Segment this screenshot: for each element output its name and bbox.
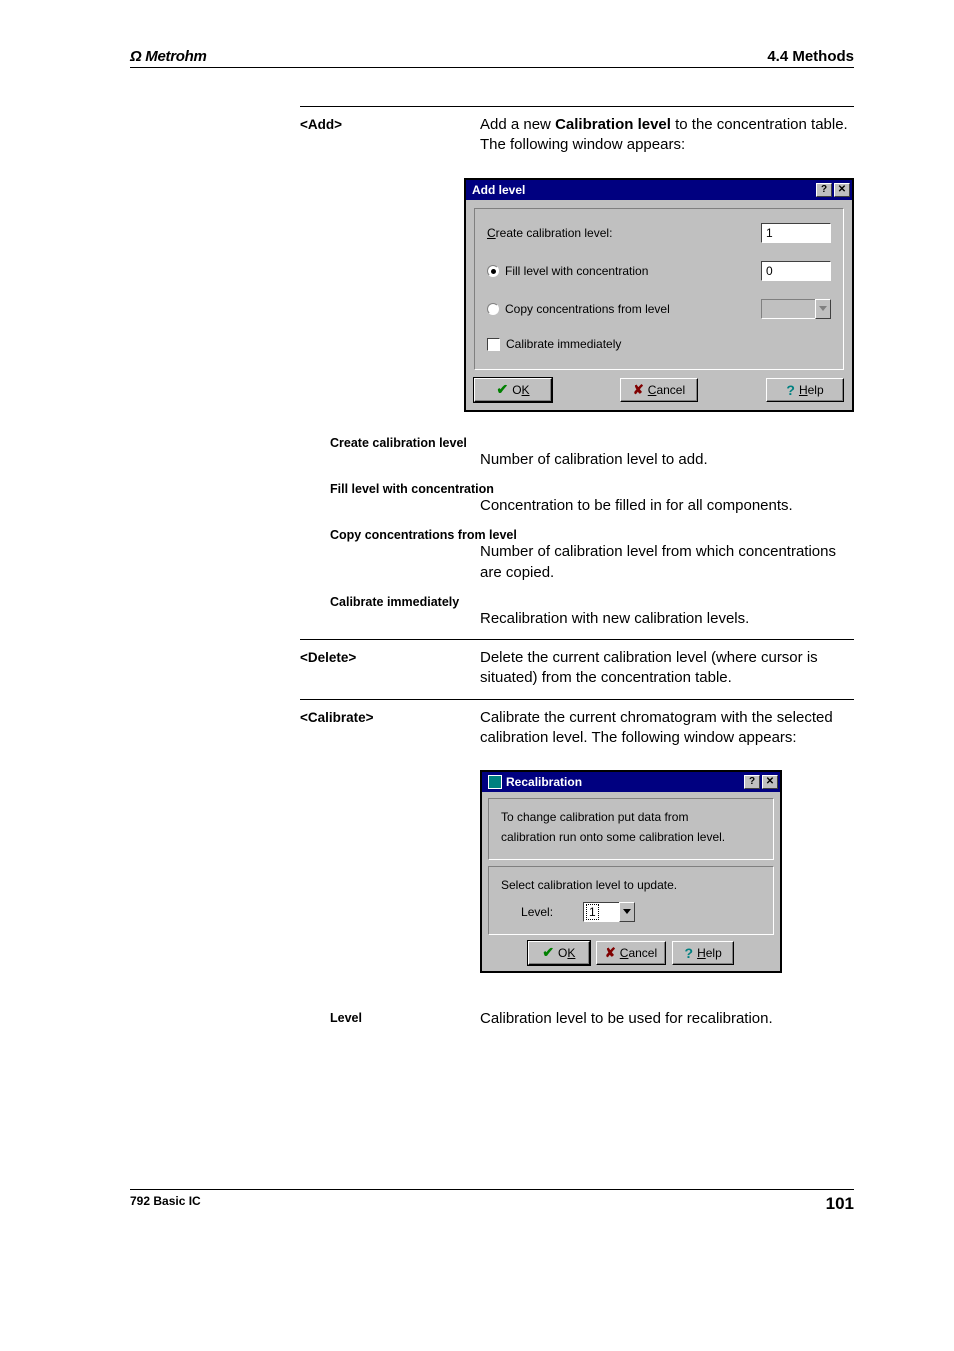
fill-level-radio[interactable]: [487, 265, 499, 277]
calibrate-immediately-label[interactable]: Calibrate immediately: [487, 337, 831, 351]
recalibration-dialog: Recalibration ? ✕ To change calibration …: [480, 770, 782, 973]
copy-from-level-combo: [761, 299, 831, 319]
app-icon: [488, 775, 502, 789]
recalibration-title: Recalibration: [506, 775, 742, 789]
footer-product: 792 Basic IC: [130, 1194, 201, 1214]
term-level: Level: [330, 1009, 480, 1029]
page-number: 101: [826, 1194, 854, 1214]
check-icon: ✔: [542, 944, 554, 961]
question-icon: ?: [685, 945, 694, 961]
term-fill-level: Fill level with concentration: [330, 480, 550, 496]
question-icon: ?: [786, 382, 795, 398]
recal-info-1: To change calibration put data from: [501, 809, 761, 825]
def-add: Add a new Calibration level to the conce…: [480, 115, 854, 156]
x-icon: ✘: [633, 382, 644, 398]
term-calibrate: <Calibrate>: [300, 708, 480, 749]
rule-divider: [300, 639, 854, 640]
ok-button[interactable]: ✔ OK: [528, 941, 590, 965]
copy-conc-radio[interactable]: [487, 303, 499, 315]
term-add: <Add>: [300, 115, 480, 156]
help-titlebar-button[interactable]: ?: [816, 183, 832, 197]
def-copy-conc: Number of calibration level from which c…: [480, 542, 854, 583]
term-delete: <Delete>: [300, 648, 480, 689]
rule-divider: [300, 106, 854, 107]
def-create-level: Number of calibration level to add.: [480, 450, 854, 470]
cancel-button[interactable]: ✘ Cancel: [620, 378, 698, 402]
brand-logo: Ω Metrohm: [130, 48, 207, 65]
term-calib-imm: Calibrate immediately: [330, 593, 510, 609]
level-combo[interactable]: 1: [583, 902, 635, 922]
help-button[interactable]: ? Help: [766, 378, 844, 402]
help-titlebar-button[interactable]: ?: [744, 775, 760, 789]
combo-dropdown-button[interactable]: [619, 902, 635, 922]
def-fill-level: Concentration to be filled in for all co…: [480, 496, 854, 516]
create-level-input[interactable]: 1: [761, 223, 831, 243]
ok-button[interactable]: ✔ OK: [474, 378, 552, 402]
rule-divider: [300, 699, 854, 700]
help-button[interactable]: ? Help: [672, 941, 734, 965]
def-calib-imm: Recalibration with new calibration level…: [480, 609, 854, 629]
def-delete: Delete the current calibration level (wh…: [480, 648, 854, 689]
term-create-level: Create calibration level: [330, 434, 510, 450]
add-level-dialog: Add level ? ✕ Create calibration level: …: [464, 178, 854, 412]
select-level-label: Select calibration level to update.: [501, 877, 761, 893]
x-icon: ✘: [605, 945, 616, 961]
section-reference: 4.4 Methods: [767, 48, 854, 65]
fill-concentration-input[interactable]: 0: [761, 261, 831, 281]
cancel-button[interactable]: ✘ Cancel: [596, 941, 666, 965]
check-icon: ✔: [496, 381, 508, 398]
recalibration-titlebar: Recalibration ? ✕: [482, 772, 780, 792]
combo-dropdown-button[interactable]: [815, 299, 831, 319]
recal-info-2: calibration run onto some calibration le…: [501, 829, 761, 845]
calibrate-immediately-checkbox[interactable]: [487, 338, 500, 351]
add-level-title: Add level: [472, 183, 814, 197]
close-titlebar-button[interactable]: ✕: [834, 183, 850, 197]
add-level-titlebar: Add level ? ✕: [466, 180, 852, 200]
def-calibrate: Calibrate the current chromatogram with …: [480, 708, 854, 749]
def-level: Calibration level to be used for recalib…: [480, 1009, 854, 1029]
fill-level-radio-label[interactable]: Fill level with concentration: [487, 264, 761, 278]
close-titlebar-button[interactable]: ✕: [762, 775, 778, 789]
create-level-label: Create calibration level:: [487, 226, 761, 240]
term-copy-conc: Copy concentrations from level: [330, 526, 570, 542]
level-label: Level:: [521, 905, 553, 919]
copy-conc-radio-label[interactable]: Copy concentrations from level: [487, 302, 761, 316]
